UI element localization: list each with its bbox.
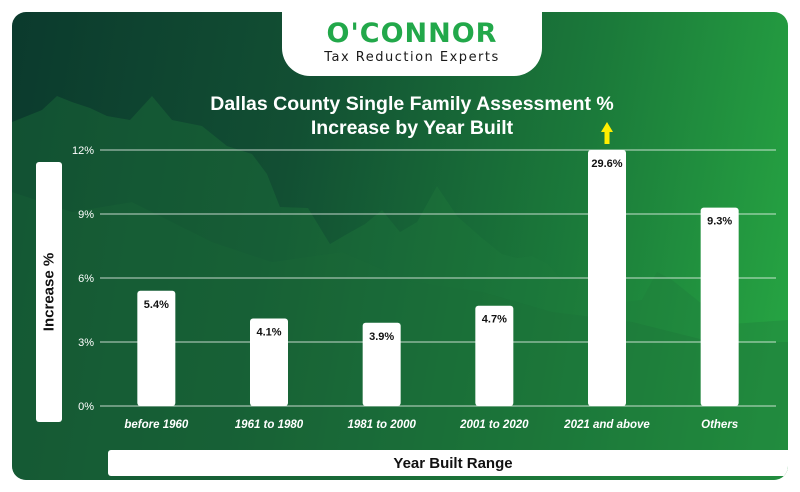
x-axis-label-box: Year Built Range <box>108 450 788 476</box>
x-axis-label: Year Built Range <box>393 454 513 472</box>
chart-title-line-1: Dallas County Single Family Assessment % <box>210 93 614 115</box>
x-tick-label: 1961 to 1980 <box>235 419 304 431</box>
bar <box>362 322 401 406</box>
y-tick-label: 3% <box>78 337 94 349</box>
y-tick-label: 9% <box>78 209 94 221</box>
brand-logo: O'CONNOR <box>326 18 498 49</box>
data-label: 4.7% <box>482 314 507 326</box>
x-tick-label: before 1960 <box>124 419 189 431</box>
chart-title: Dallas County Single Family Assessment %… <box>162 92 662 140</box>
chart-title-line-2: Increase by Year Built <box>310 117 514 139</box>
data-label: 29.6% <box>591 158 622 170</box>
y-tick-label: 0% <box>78 401 94 413</box>
data-label: 9.3% <box>707 216 732 228</box>
y-axis-label: Increase % <box>40 252 58 332</box>
data-label: 5.4% <box>144 299 169 311</box>
x-tick-label: 2021 and above <box>563 419 650 431</box>
bar-chart: 0% 3% 6% 9% 12% 5.4% before 1960 4.1% 1961 to 19… <box>72 122 776 431</box>
bar <box>588 150 626 406</box>
x-tick-label: 2001 to 2020 <box>459 419 529 431</box>
bar <box>137 290 176 406</box>
chart-frame: O'CONNOR Tax Reduction Experts Dallas Co… <box>12 12 788 480</box>
bar <box>475 305 514 406</box>
x-tick-label: 1981 to 2000 <box>347 419 416 431</box>
bar <box>250 318 288 406</box>
overflow-arrow-icon <box>601 122 613 144</box>
y-tick-label: 12% <box>72 145 94 157</box>
data-label: 4.1% <box>256 327 281 339</box>
data-label: 3.9% <box>369 331 394 343</box>
logo-tab: O'CONNOR Tax Reduction Experts <box>282 12 542 76</box>
y-axis-label-box: Increase % <box>36 162 62 422</box>
bar <box>700 207 739 406</box>
y-tick-label: 6% <box>78 273 94 285</box>
brand-tagline: Tax Reduction Experts <box>324 50 500 65</box>
x-tick-label: Others <box>701 419 738 431</box>
